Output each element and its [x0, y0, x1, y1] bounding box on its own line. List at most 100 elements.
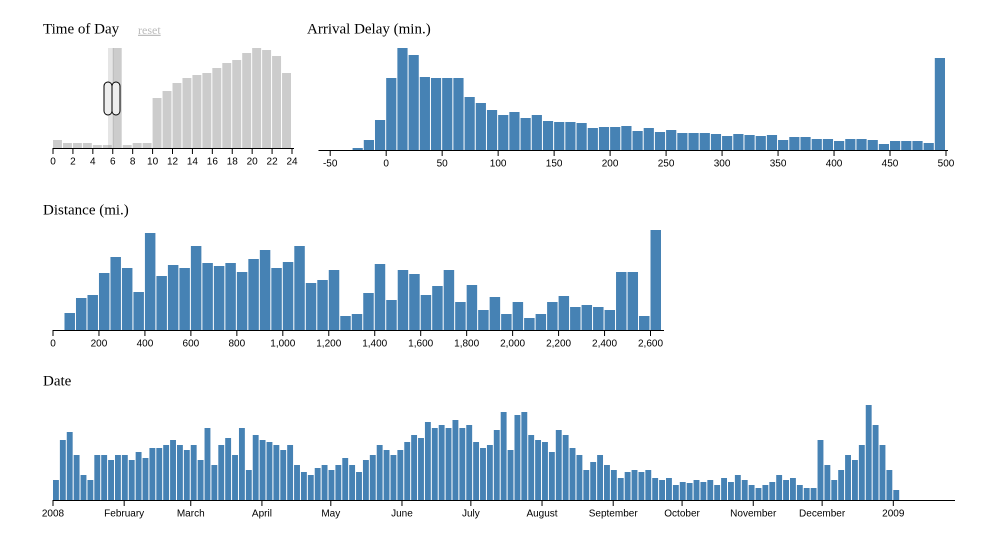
x-tick-label: 1,000: [270, 339, 295, 350]
x-tick-label: 200: [602, 159, 619, 170]
bar: [512, 302, 524, 330]
bar: [204, 428, 211, 500]
x-tick-label: -50: [323, 159, 338, 170]
bar: [610, 470, 617, 500]
bar: [778, 140, 789, 150]
x-tick-label: July: [462, 509, 480, 520]
x-tick-label: 500: [938, 159, 955, 170]
bar: [335, 465, 342, 500]
chart-title: Distance (mi.): [43, 202, 129, 218]
bar: [144, 233, 156, 330]
bar: [156, 276, 167, 330]
bar: [142, 143, 152, 148]
bar: [688, 133, 699, 150]
bar: [693, 480, 700, 500]
bar: [252, 435, 259, 500]
bar: [305, 283, 317, 330]
bar: [431, 428, 438, 500]
bar: [838, 470, 845, 500]
bar: [202, 73, 212, 148]
bar: [294, 465, 300, 500]
bar: [374, 120, 386, 150]
histogram-chart: Distance (mi.) 0 200 400 600 800 1,000 1,200 1,4…: [43, 202, 664, 350]
reset-link[interactable]: reset: [138, 23, 161, 37]
bar: [211, 465, 218, 500]
bar: [443, 270, 455, 330]
bar: [351, 314, 363, 330]
bar: [386, 78, 397, 150]
bar: [272, 56, 282, 148]
bar: [342, 458, 349, 500]
bar: [672, 485, 679, 500]
bar: [755, 136, 766, 150]
bar: [714, 485, 721, 500]
x-tick-label: 10: [147, 157, 159, 168]
x-tick-label: February: [104, 509, 144, 520]
bar: [176, 445, 183, 500]
x-tick-label: 200: [91, 339, 108, 350]
chart-title: Arrival Delay (min.): [307, 21, 431, 37]
bar: [252, 48, 262, 148]
bar: [555, 430, 562, 500]
bar: [498, 115, 509, 150]
brush-handle[interactable]: [111, 81, 121, 116]
x-tick-label: 14: [187, 157, 199, 168]
x-tick-label: 2009: [882, 509, 905, 520]
bar: [699, 133, 710, 150]
bar: [741, 480, 748, 500]
brush-handle[interactable]: [103, 81, 113, 116]
x-tick-label: March: [177, 509, 205, 520]
bar: [466, 425, 473, 500]
bar: [554, 122, 565, 150]
bar: [328, 470, 335, 500]
bar: [321, 465, 328, 500]
bar: [528, 435, 535, 500]
x-tick-label: 6: [110, 157, 116, 168]
bar: [455, 302, 466, 330]
time-brush[interactable]: [103, 48, 121, 148]
bar: [659, 480, 666, 500]
bar: [53, 140, 62, 148]
bar: [707, 480, 714, 500]
bar: [721, 478, 727, 500]
x-tick-label: 400: [826, 159, 843, 170]
bar: [923, 143, 934, 150]
bar: [493, 430, 500, 500]
bar: [800, 137, 811, 150]
x-tick-label: 24: [286, 157, 298, 168]
bar: [102, 145, 112, 148]
bar: [722, 136, 733, 150]
bar: [222, 63, 232, 148]
bar: [834, 141, 845, 150]
x-tick-label: 20: [247, 157, 259, 168]
bar: [810, 488, 817, 500]
bar: [163, 445, 170, 500]
bar: [587, 128, 598, 150]
bar: [432, 286, 443, 330]
x-tick-label: 450: [882, 159, 899, 170]
bar: [845, 455, 851, 500]
bar: [280, 450, 287, 500]
x-tick-label: 18: [227, 157, 239, 168]
x-tick-label: 4: [90, 157, 96, 168]
bar: [170, 440, 176, 500]
bar: [245, 470, 252, 500]
bar: [878, 144, 890, 150]
bar: [700, 482, 707, 500]
bar: [542, 121, 554, 150]
bar: [524, 318, 535, 330]
bar: [879, 445, 886, 500]
bar: [643, 128, 654, 150]
bar: [744, 135, 755, 150]
bar: [531, 115, 542, 150]
bar: [831, 480, 838, 500]
bar: [182, 78, 192, 148]
bar: [307, 475, 314, 500]
bar: [411, 435, 418, 500]
bar: [486, 110, 498, 150]
x-tick-label: May: [321, 509, 340, 520]
bar: [409, 274, 420, 330]
bar: [225, 438, 232, 500]
bar: [604, 310, 616, 330]
bar: [666, 130, 677, 150]
